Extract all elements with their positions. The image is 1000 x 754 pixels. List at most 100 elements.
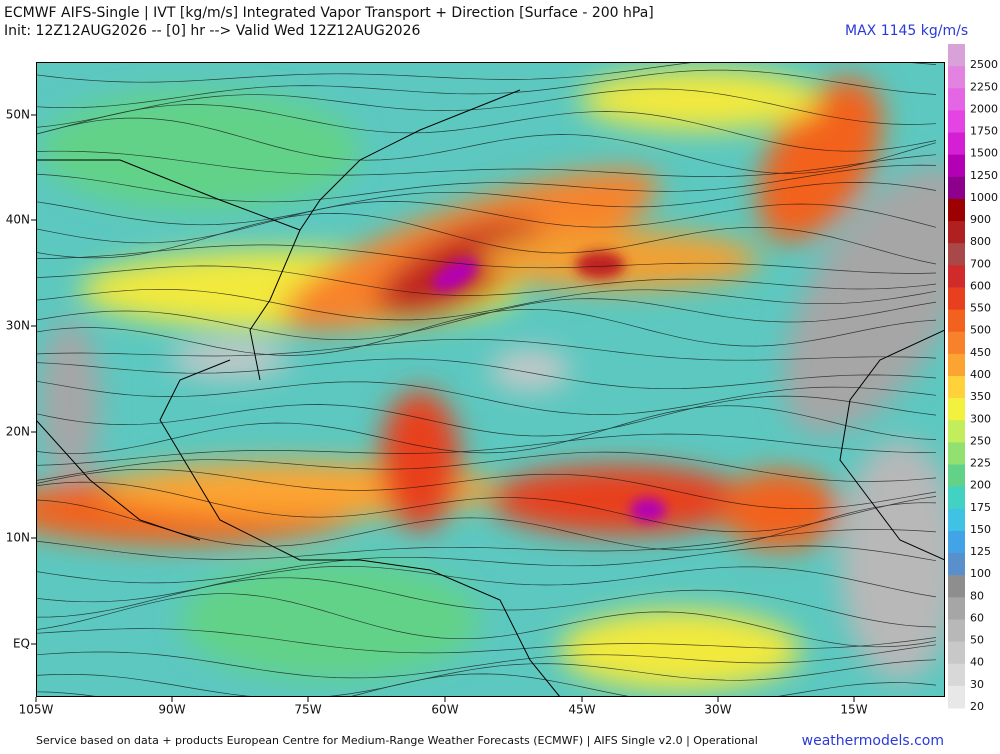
streamline: [36, 164, 937, 203]
colorbar-label: 1000: [970, 191, 998, 204]
colorbar-label: 500: [970, 324, 991, 337]
colorbar-label: 2250: [970, 80, 998, 93]
credit: Service based on data + products Europea…: [36, 734, 758, 747]
streamline: [36, 182, 937, 226]
colorbar-label: 600: [970, 279, 991, 292]
streamline: [36, 117, 937, 174]
streamline: [36, 395, 937, 437]
colorbar-label: 700: [970, 257, 991, 270]
colorbar-label: 1750: [970, 125, 998, 138]
colorbar-swatch: [948, 88, 965, 111]
colorbar-label: 50: [970, 634, 984, 647]
map: [36, 62, 945, 697]
colorbar-label: 20: [970, 700, 984, 713]
site-link[interactable]: weathermodels.com: [802, 733, 944, 749]
lat-label: 50N: [6, 108, 30, 122]
lon-label: 60W: [431, 703, 458, 717]
streamline: [36, 288, 937, 321]
lon-label: 90W: [158, 703, 185, 717]
colorbar: 2500 2250 2000 1750 1500 1250 1000 900 800 700 600…: [948, 44, 998, 713]
colorbar-label: 80: [970, 589, 984, 602]
colorbar-label: 800: [970, 235, 991, 248]
streamline: [36, 499, 937, 551]
streamline: [36, 628, 937, 654]
streamline: [36, 644, 937, 679]
colorbar-label: 200: [970, 479, 991, 492]
colorbar-swatch: [948, 198, 965, 222]
streamline: [36, 201, 937, 244]
colorbar-swatch: [948, 176, 965, 200]
colorbar-label: 300: [970, 412, 991, 425]
lat-label: 10N: [6, 531, 30, 545]
colorbar-label: 350: [970, 390, 991, 403]
streamline: [36, 380, 937, 415]
streamline: [36, 69, 937, 109]
streamline: [36, 577, 937, 628]
colorbar-label: 450: [970, 346, 991, 359]
streamline: [36, 405, 937, 455]
colorbar-label: 150: [970, 523, 991, 536]
streamline: [36, 358, 937, 390]
colorbar-swatch: [948, 287, 965, 311]
colorbar-swatch: [948, 110, 965, 134]
colorbar-swatch: [948, 530, 965, 554]
colorbar-label: 175: [970, 501, 991, 514]
colorbar-label: 2500: [970, 58, 998, 71]
lon-label: 105W: [19, 703, 54, 717]
colorbar-swatch: [948, 154, 965, 178]
lon-label: 15W: [840, 703, 867, 717]
streamline: [36, 338, 937, 361]
streamline: [36, 468, 937, 510]
streamline: [36, 298, 937, 341]
streamline: [36, 565, 937, 603]
subtitle: Init: 12Z12AUG2026 -- [0] hr --> Valid W…: [4, 23, 420, 39]
colorbar-swatch: [948, 619, 965, 643]
streamline: [36, 244, 937, 274]
lat-label: 20N: [6, 425, 30, 439]
colorbar-swatch: [948, 464, 965, 488]
colorbar-swatch: [948, 575, 965, 598]
colorbar-label: 2000: [970, 102, 998, 115]
lat-labels: 50N 40N 30N 20N 10N EQ: [6, 108, 36, 651]
colorbar-label: 125: [970, 545, 991, 558]
lat-label: EQ: [13, 637, 30, 651]
colorbar-swatch: [948, 685, 965, 709]
lon-labels: 105W 90W 75W 60W 45W 30W 15W: [19, 697, 868, 717]
colorbar-swatch: [948, 376, 965, 399]
streamline: [36, 529, 937, 560]
colorbar-label: 400: [970, 368, 991, 381]
colorbar-swatch: [948, 243, 965, 266]
streamline: [36, 451, 937, 482]
colorbar-swatch: [948, 553, 965, 576]
lon-label: 30W: [704, 703, 731, 717]
colorbar-label: 550: [970, 302, 991, 315]
colorbar-swatch: [948, 44, 965, 67]
streamline: [36, 481, 937, 533]
colorbar-swatch: [948, 663, 965, 687]
max-label: MAX 1145 kg/m/s: [845, 23, 968, 39]
lat-label: 30N: [6, 319, 30, 333]
colorbar-swatch: [948, 331, 965, 355]
streamline: [36, 545, 937, 584]
streamline: [36, 673, 937, 697]
colorbar-swatch: [948, 309, 965, 333]
streamline: [36, 104, 937, 152]
streamline: [36, 213, 937, 265]
colorbar-swatch: [948, 508, 965, 532]
colorbar-label: 1500: [970, 147, 998, 160]
colorbar-label: 250: [970, 434, 991, 447]
streamline: [36, 265, 937, 296]
colorbar-label: 40: [970, 656, 984, 669]
lon-label: 45W: [568, 703, 595, 717]
colorbar-label: 225: [970, 457, 991, 470]
colorbar-swatch: [948, 66, 965, 89]
colorbar-swatch: [948, 221, 965, 244]
colorbar-label: 60: [970, 611, 984, 624]
streamline: [36, 88, 937, 128]
streamline: [36, 150, 937, 177]
streamline: [36, 433, 937, 466]
streamline: [36, 62, 937, 83]
colorbar-label: 1250: [970, 169, 998, 182]
streamline: [36, 659, 937, 697]
colorbar-swatch: [948, 132, 965, 156]
